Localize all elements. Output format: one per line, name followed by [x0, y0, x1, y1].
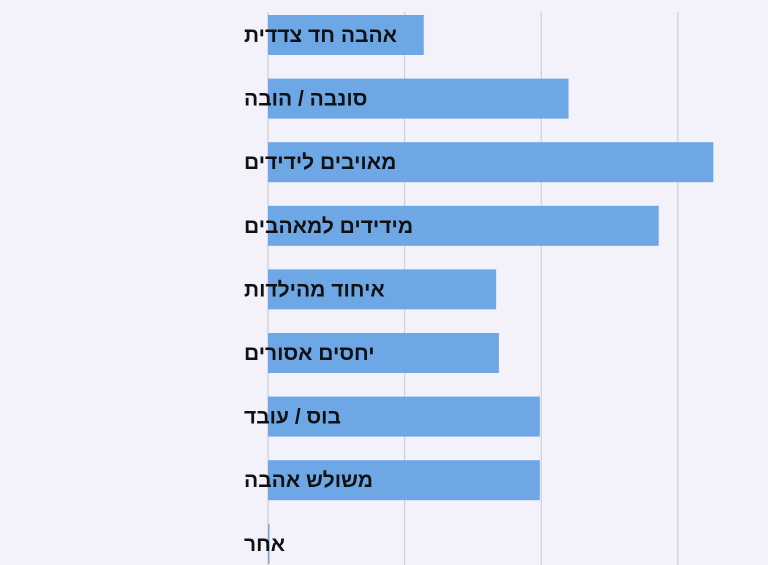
- bar-8: [268, 460, 540, 501]
- bar-4: [268, 205, 659, 246]
- bar-2: [268, 78, 569, 119]
- category-label-2: סונבה / הובה: [244, 88, 367, 111]
- bar-6: [268, 333, 499, 373]
- category-label-1: אהבה חד צדדית: [244, 24, 397, 47]
- bar-5: [268, 269, 497, 310]
- bar-3: [268, 142, 714, 183]
- category-label-9: אחר: [244, 533, 285, 556]
- category-labels: אהבה חד צדדית סונבה / הובה מאויבים לידידים…: [244, 24, 413, 556]
- bar-9: [268, 523, 270, 564]
- category-label-5: איחוד מהילדות: [244, 278, 385, 301]
- category-label-7: בוס / עובד: [244, 406, 341, 429]
- category-label-6: יחסים אסורים: [244, 342, 375, 365]
- category-label-4: מידידים למאהבים: [244, 215, 413, 238]
- bar-1: [268, 15, 424, 55]
- category-label-8: משולש אהבה: [244, 469, 373, 492]
- bar-7: [268, 396, 540, 437]
- bars: [268, 15, 714, 564]
- category-label-3: מאויבים לידידים: [244, 151, 396, 174]
